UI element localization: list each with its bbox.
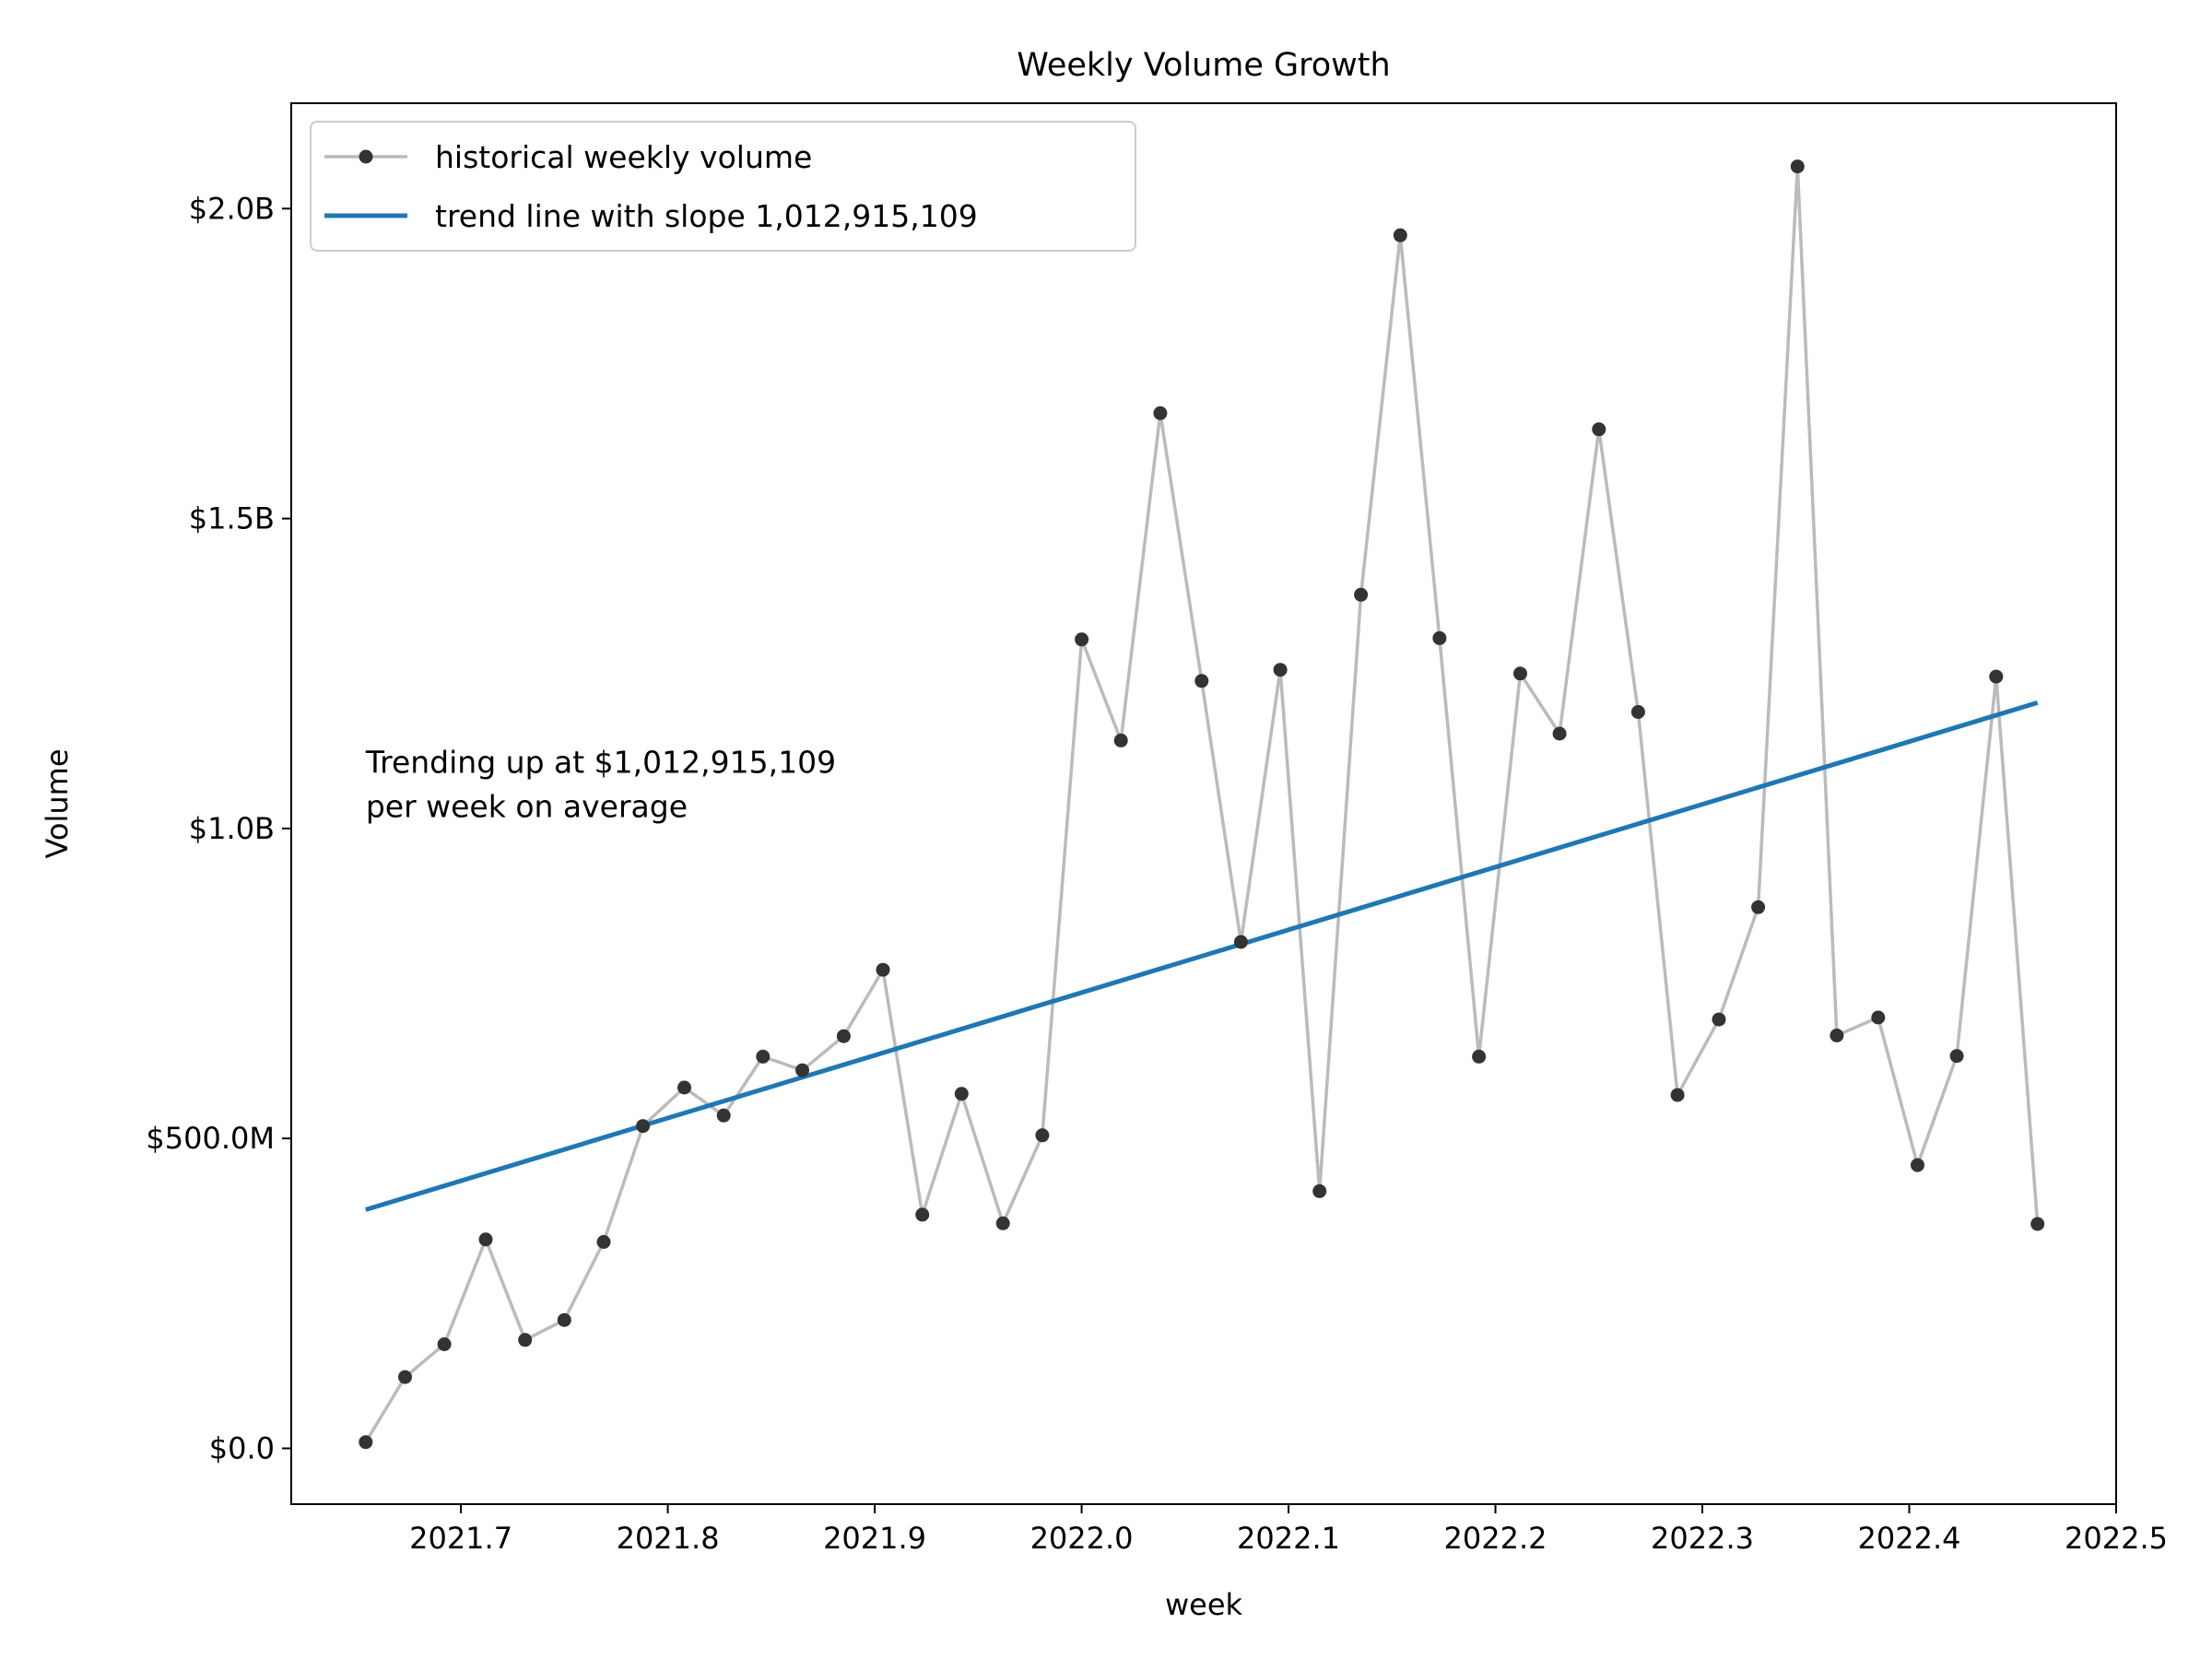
data-point [1035, 1128, 1050, 1143]
plot-frame [290, 102, 2117, 1505]
y-tick-label: $0.0 [209, 1430, 275, 1465]
data-point [876, 962, 890, 977]
x-tick-label: 2022.2 [1444, 1521, 1547, 1556]
data-point [1712, 1012, 1726, 1027]
y-tick-label: $2.0B [189, 191, 275, 226]
data-point [1113, 733, 1128, 747]
x-tick-label: 2022.5 [2065, 1521, 2168, 1556]
data-point [954, 1087, 969, 1101]
data-point [437, 1337, 452, 1351]
legend: historical weekly volume trend line with … [310, 121, 1136, 252]
data-point [1751, 900, 1766, 914]
data-point [1513, 666, 1527, 681]
data-point [478, 1232, 493, 1247]
data-point [596, 1235, 611, 1249]
data-point [995, 1216, 1010, 1230]
data-point [1630, 705, 1645, 719]
annotation-line: per week on average [366, 788, 688, 824]
data-point [359, 1435, 373, 1450]
y-tick-label: $1.5B [189, 501, 275, 536]
data-point [1552, 726, 1567, 741]
y-tick-label: $500.0M [146, 1121, 275, 1156]
legend-marker [359, 149, 373, 164]
data-point [1989, 669, 2004, 684]
x-tick-label: 2022.4 [1858, 1521, 1961, 1556]
data-point [1472, 1049, 1487, 1064]
data-point [557, 1312, 571, 1327]
data-point [1075, 632, 1089, 647]
data-point [1273, 663, 1288, 677]
data-point [1432, 630, 1447, 645]
data-point [1670, 1088, 1685, 1102]
data-point [636, 1119, 651, 1134]
x-axis-label: week [1165, 1587, 1243, 1622]
data-point [1153, 406, 1168, 420]
annotation-line: Trending up at $1,012,915,109 [365, 744, 836, 780]
x-tick-label: 2022.1 [1237, 1521, 1340, 1556]
data-point [836, 1029, 851, 1043]
data-point [1312, 1183, 1327, 1198]
legend-label: trend line with slope 1,012,915,109 [435, 198, 978, 234]
legend-label: historical weekly volume [435, 139, 812, 175]
data-point [1194, 674, 1209, 688]
data-point [1354, 587, 1369, 602]
data-point [1790, 159, 1805, 174]
data-point [915, 1207, 930, 1222]
data-point [518, 1333, 533, 1347]
data-point [716, 1108, 731, 1123]
data-point [1393, 228, 1407, 242]
y-axis-label: Volume [40, 748, 75, 858]
x-tick-label: 2022.3 [1651, 1521, 1754, 1556]
legend-box [310, 121, 1136, 252]
data-point [1949, 1049, 1964, 1064]
x-tick-label: 2022.0 [1030, 1521, 1134, 1556]
chart-title: Weekly Volume Growth [1017, 47, 1390, 84]
data-point [1592, 422, 1606, 437]
data-point [398, 1370, 412, 1384]
x-tick-label: 2021.8 [617, 1521, 720, 1556]
data-point [1233, 935, 1248, 949]
data-point [756, 1049, 771, 1064]
x-tick-label: 2021.7 [409, 1521, 512, 1556]
y-tick-label: $1.0B [189, 811, 275, 846]
annotation: Trending up at $1,012,915,109 per week on… [365, 744, 836, 824]
x-tick-label: 2021.9 [823, 1521, 926, 1556]
data-point [677, 1080, 691, 1095]
data-point [1871, 1010, 1886, 1025]
data-point [2030, 1217, 2045, 1231]
data-point [1830, 1029, 1844, 1042]
data-point [795, 1063, 809, 1077]
data-point [1911, 1158, 1924, 1172]
